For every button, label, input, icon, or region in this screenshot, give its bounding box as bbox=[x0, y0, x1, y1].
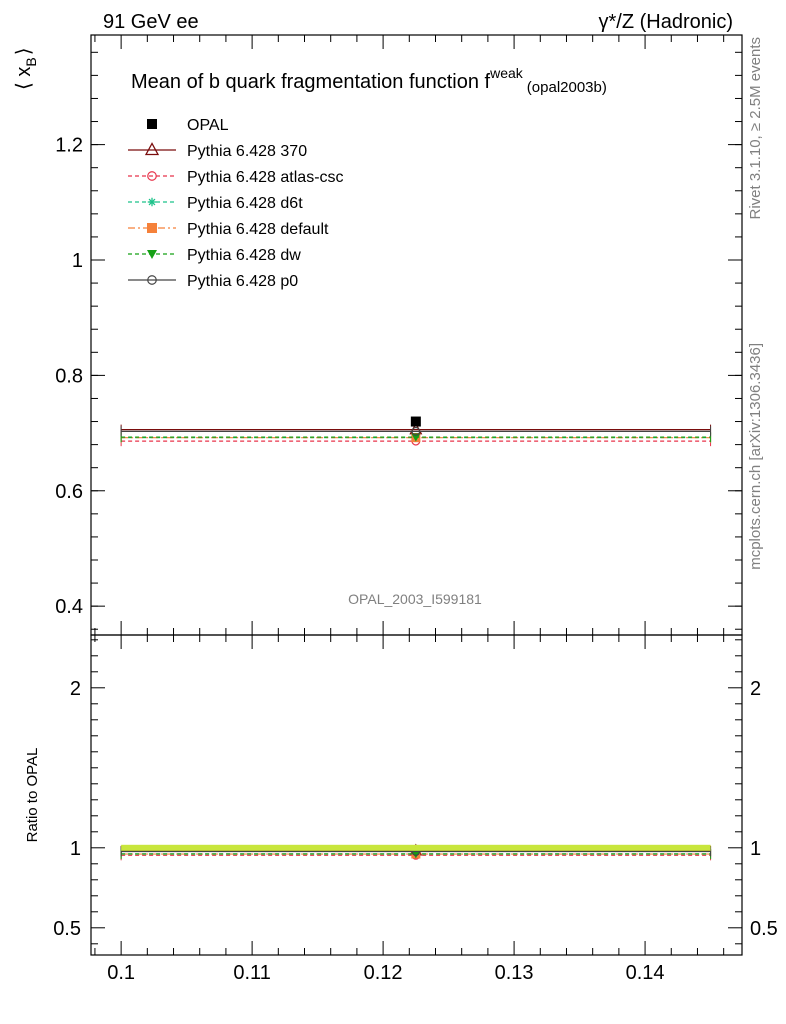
svg-text:⟨ xB⟩: ⟨ xB⟩ bbox=[13, 47, 39, 90]
main-plot-title: Mean of b quark fragmentation function f… bbox=[131, 65, 607, 96]
series-marker bbox=[411, 426, 421, 436]
main-series-pythia-6-428-p0 bbox=[120, 426, 712, 437]
ratio-series-group bbox=[120, 843, 712, 861]
legend-label: Pythia 6.428 p0 bbox=[187, 273, 298, 290]
ratio-tick-label-right: 0.5 bbox=[750, 918, 778, 940]
legend-label: OPAL bbox=[187, 117, 229, 134]
y-tick-label: 1.2 bbox=[55, 135, 83, 157]
ratio-reference-band bbox=[121, 844, 711, 851]
y-tick-label: 0.8 bbox=[55, 365, 83, 387]
x-tick-label: 0.14 bbox=[626, 962, 665, 984]
legend-entry-pythia-6-428-d6t: Pythia 6.428 d6t bbox=[128, 195, 303, 212]
legend-entry-pythia-6-428-370: Pythia 6.428 370 bbox=[128, 142, 307, 160]
main-y-label: ⟨ xB⟩ bbox=[13, 47, 39, 90]
header-left: 91 GeV ee bbox=[103, 11, 199, 33]
header-right: γ*/Z (Hadronic) bbox=[599, 11, 733, 33]
series-marker bbox=[411, 433, 421, 442]
legend-entry-pythia-6-428-p0: Pythia 6.428 p0 bbox=[128, 273, 298, 290]
legend-entry-opal: OPAL bbox=[147, 117, 229, 134]
y-tick-label: 0.6 bbox=[55, 481, 83, 503]
rivet-label: Rivet 3.1.10, ≥ 2.5M events bbox=[747, 37, 764, 220]
main-series-group bbox=[120, 416, 712, 447]
legend-marker bbox=[147, 197, 157, 207]
x-tick-label: 0.13 bbox=[495, 962, 534, 984]
legend-marker bbox=[147, 119, 157, 129]
x-tick-label: 0.1 bbox=[107, 962, 135, 984]
legend-label: Pythia 6.428 dw bbox=[187, 247, 301, 264]
series-marker bbox=[411, 850, 421, 859]
legend-marker bbox=[144, 142, 160, 156]
legend-entry-pythia-6-428-atlas-csc: Pythia 6.428 atlas-csc bbox=[128, 169, 344, 186]
main-y-ticks: 0.4 0.6 0.8 1 1.2 bbox=[55, 51, 742, 630]
legend-marker bbox=[147, 171, 157, 181]
legend-label: Pythia 6.428 370 bbox=[187, 143, 307, 160]
y-tick-label: 1 bbox=[72, 250, 83, 272]
ratio-series-opal bbox=[121, 844, 711, 851]
ratio-tick-label-left: 0.5 bbox=[53, 918, 81, 940]
ratio-tick-label-left: 2 bbox=[70, 678, 81, 700]
ratio-y-label: Ratio to OPAL bbox=[24, 748, 41, 843]
legend-marker bbox=[147, 250, 157, 259]
y-tick-label: 0.4 bbox=[55, 596, 83, 618]
legend-label: Pythia 6.428 d6t bbox=[187, 195, 303, 212]
ratio-tick-label-right: 2 bbox=[750, 678, 761, 700]
legend-label: Pythia 6.428 atlas-csc bbox=[187, 169, 344, 186]
legend-entry-pythia-6-428-dw: Pythia 6.428 dw bbox=[128, 247, 301, 264]
x-tick-label: 0.11 bbox=[233, 962, 270, 984]
analysis-watermark: OPAL_2003_I599181 bbox=[348, 591, 482, 607]
legend-label: Pythia 6.428 default bbox=[187, 221, 329, 238]
legend-marker bbox=[147, 223, 157, 233]
ratio-y-ticks: 0.5 0.5 1 1 2 2 bbox=[53, 639, 778, 945]
x-axis-ticks: 0.1 0.11 0.12 0.13 0.14 bbox=[94, 35, 725, 984]
title-superscript: weak bbox=[489, 65, 524, 81]
legend-entry-pythia-6-428-default: Pythia 6.428 default bbox=[128, 221, 329, 238]
x-tick-label: 0.12 bbox=[364, 962, 403, 984]
data-point bbox=[410, 416, 421, 427]
ratio-tick-label-right: 1 bbox=[750, 838, 761, 860]
legend-marker bbox=[147, 275, 157, 285]
legend: OPAL Pythia 6.428 370 Pythia 6.428 atlas-c… bbox=[128, 117, 344, 290]
mcplots-label: mcplots.cern.ch [arXiv:1306.3436] bbox=[747, 343, 764, 570]
title-suffix: (opal2003b) bbox=[527, 79, 607, 96]
ratio-plot-frame bbox=[90, 634, 743, 956]
main-series-opal bbox=[410, 416, 421, 427]
ratio-tick-label-left: 1 bbox=[70, 838, 81, 860]
